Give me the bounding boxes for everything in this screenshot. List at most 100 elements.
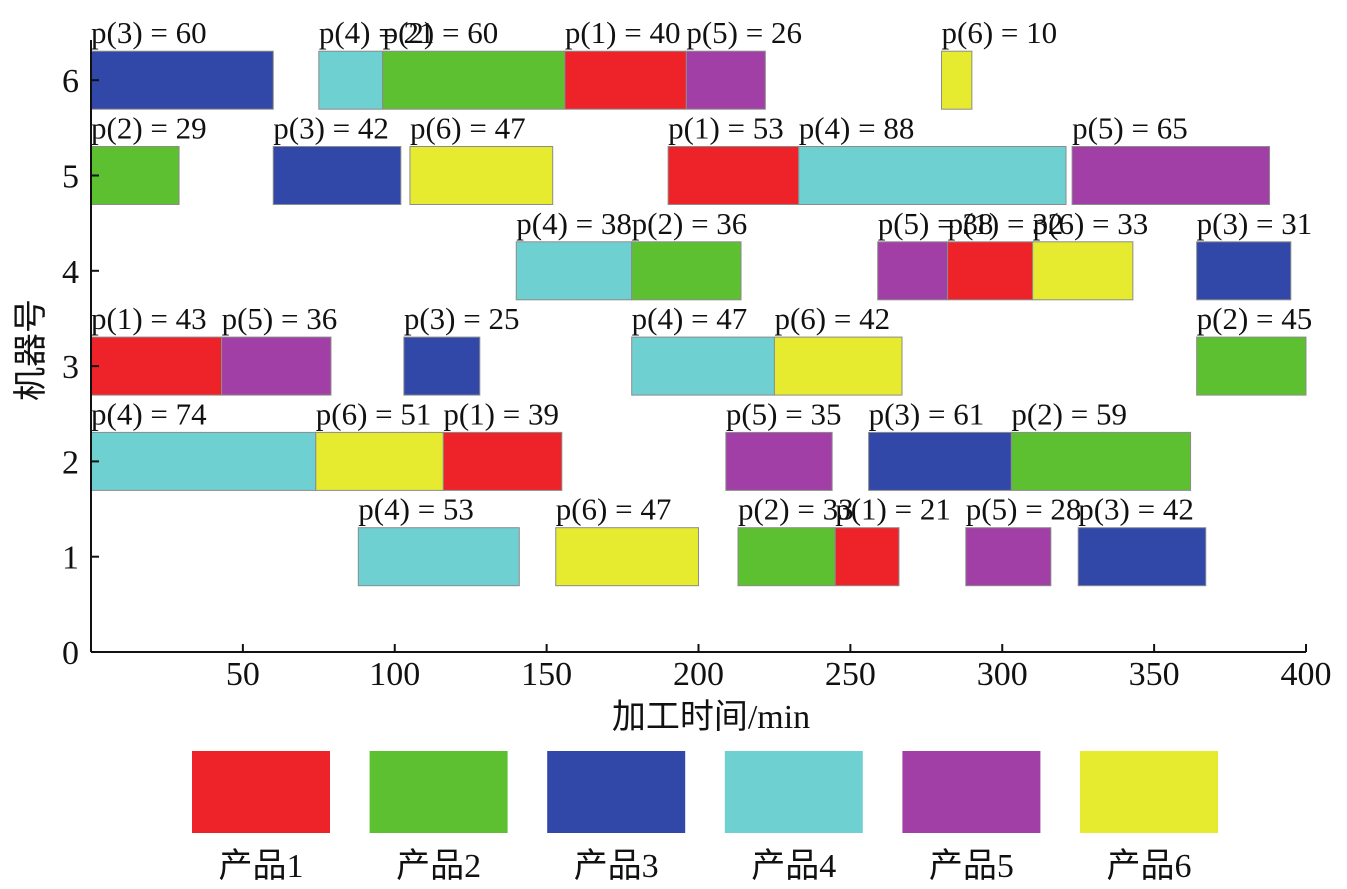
task-bar	[947, 241, 1034, 301]
task-label: p(5) = 65	[1072, 111, 1188, 146]
task-labels: p(3) = 60 p(4) = 21p(2) = 60 p(1) = 40 p(5)…	[91, 15, 1312, 527]
task-label: p(1) = 21	[835, 492, 951, 527]
task-bar	[631, 241, 742, 301]
task-bar	[403, 336, 481, 396]
y-tick-label: 4	[62, 254, 79, 291]
task-bar	[221, 336, 332, 396]
task-label: p(1) = 39	[443, 396, 559, 431]
y-tick-label: 0	[62, 635, 79, 672]
task-label: p(5) = 38	[878, 206, 994, 241]
y-tick-label: 2	[62, 444, 79, 481]
task-label: p(4) = 53	[358, 492, 474, 527]
legend-label: 产品3	[574, 847, 659, 885]
task-bar	[725, 431, 833, 491]
task-bar	[409, 146, 554, 205]
task-label: p(5) = 28	[966, 492, 1082, 527]
task-label: p(3) = 61	[869, 396, 985, 431]
y-tick-label: 3	[62, 349, 79, 386]
task-bar	[382, 50, 566, 110]
x-tick-label: 400	[1281, 656, 1332, 693]
task-label: p(1) = 32	[948, 206, 1064, 241]
task-bar	[798, 146, 1067, 205]
legend-swatch	[369, 751, 508, 833]
task-label: p(1) = 53	[668, 111, 784, 146]
task-label: p(3) = 25	[404, 301, 520, 336]
task-bar	[1196, 336, 1307, 396]
task-bar	[737, 527, 836, 587]
task-bar	[631, 336, 775, 396]
y-ticks: 0 1 2 3 4 5 6	[62, 63, 99, 672]
task-bar	[515, 241, 633, 301]
task-bar	[965, 527, 1052, 587]
task-label: p(3) = 31	[1197, 206, 1313, 241]
task-bar	[685, 50, 766, 110]
y-tick-label: 1	[62, 540, 79, 577]
task-label: p(6) = 47	[410, 111, 526, 146]
x-tick-label: 100	[369, 656, 420, 693]
x-axis-title: 加工时间/min	[612, 699, 810, 736]
task-bar	[667, 146, 800, 205]
task-label: p(2) = 36	[632, 206, 748, 241]
task-label: p(4) = 88	[799, 111, 915, 146]
x-tick-label: 50	[226, 656, 260, 693]
task-bar	[1032, 241, 1134, 301]
task-label: p(2) = 29	[91, 111, 207, 146]
task-bar	[1077, 527, 1207, 587]
task-bar	[90, 50, 274, 110]
task-label: p(3) = 42	[273, 111, 389, 146]
task-label: p(5) = 26	[686, 15, 802, 50]
task-bar	[1196, 241, 1292, 301]
legend-label: 产品5	[929, 847, 1014, 885]
y-tick-label: 6	[62, 63, 79, 100]
task-label: p(4) = 74	[91, 396, 207, 431]
task-bar	[90, 336, 223, 396]
task-bar	[773, 336, 903, 396]
task-label: p(4) = 38	[516, 206, 632, 241]
legend-label: 产品6	[1107, 847, 1192, 885]
x-tick-label: 350	[1129, 656, 1180, 693]
task-bar	[555, 527, 699, 587]
task-label: p(5) = 36	[222, 301, 338, 336]
task-label: p(6) = 47	[556, 492, 672, 527]
task-label: p(3) = 42	[1078, 492, 1194, 527]
task-label: p(6) = 10	[942, 15, 1058, 50]
legend: 产品1 产品2 产品3 产品4 产品5 产品6	[192, 751, 1218, 885]
task-label: p(6) = 33	[1033, 206, 1149, 241]
task-bar	[877, 241, 949, 301]
task-bar	[941, 50, 973, 110]
x-ticks: 50 100 150 200 250 300 350 400	[226, 644, 1332, 693]
legend-label: 产品2	[396, 847, 481, 885]
task-bar	[1071, 146, 1271, 205]
task-bar	[1010, 431, 1192, 491]
task-label: p(5) = 35	[726, 396, 842, 431]
x-tick-label: 200	[673, 656, 724, 693]
y-tick-label: 5	[62, 159, 79, 196]
task-label: p(2) = 45	[1197, 301, 1313, 336]
task-bar	[90, 431, 317, 491]
task-bar	[272, 146, 402, 205]
task-bar	[318, 50, 384, 110]
task-bar	[834, 527, 900, 587]
task-bar	[442, 431, 563, 491]
y-axis-title: 机器号	[12, 299, 50, 401]
legend-swatch	[902, 751, 1041, 833]
task-label: p(6) = 51	[316, 396, 432, 431]
task-bar	[315, 431, 444, 491]
task-label: p(2) = 59	[1011, 396, 1127, 431]
task-label: p(2) = 60	[383, 15, 499, 50]
task-label: p(6) = 42	[774, 301, 890, 336]
task-label: p(1) = 40	[565, 15, 681, 50]
task-bar	[357, 527, 520, 587]
task-label: p(4) = 21	[319, 15, 435, 50]
legend-label: 产品4	[751, 847, 836, 885]
legend-label: 产品1	[219, 847, 304, 885]
task-label: p(4) = 47	[632, 301, 748, 336]
legend-swatch	[1080, 751, 1218, 833]
x-tick-label: 150	[521, 656, 572, 693]
task-bar	[868, 431, 1012, 491]
task-label: p(1) = 43	[91, 301, 207, 336]
x-tick-label: 300	[977, 656, 1028, 693]
x-tick-label: 250	[825, 656, 876, 693]
task-bars	[90, 50, 1307, 587]
